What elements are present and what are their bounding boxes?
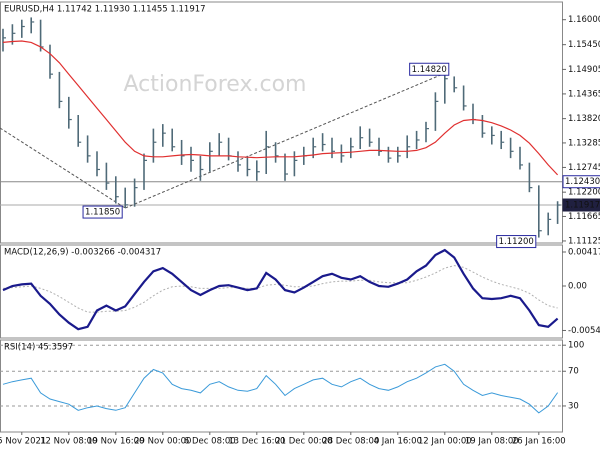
low-label-box (496, 235, 537, 249)
last-price-label-box (562, 198, 600, 212)
x-tick-label: 29 Nov 00:00 (134, 437, 191, 447)
x-tick-label: 13 Dec 16:00 (228, 437, 285, 447)
y-tick-label: 1.13285 (568, 138, 600, 148)
low-label: 1.11850 (85, 208, 120, 218)
y-tick-label: 1.12200 (568, 188, 600, 198)
y-tick-label: 1.13820 (568, 114, 600, 124)
panel-title: RSI(14) 45.3597 (4, 343, 73, 353)
y-tick-label: 30 (568, 401, 579, 411)
y-tick-label: 1.15450 (568, 40, 600, 50)
low-label-box (82, 205, 123, 219)
x-tick-label: 19 Nov 16:00 (87, 437, 144, 447)
trendline (125, 72, 445, 209)
x-tick-label: 28 Dec 08:00 (322, 437, 379, 447)
x-tick-label: 12 Jan 00:00 (418, 437, 472, 447)
y-tick-label: -0.005456 (568, 326, 600, 336)
level-label: 1.12430 (565, 177, 600, 187)
x-tick-label: 26 Jan 16:00 (512, 437, 566, 447)
x-tick-label: 6 Dec 08:00 (184, 437, 236, 447)
x-tick-label: 12 Nov 08:00 (40, 437, 97, 447)
y-tick-label: 1.11125 (568, 236, 600, 246)
level-label-box (562, 175, 600, 189)
x-tick-label: 19 Jan 08:00 (465, 437, 519, 447)
panel-frame (0, 244, 563, 339)
panel-frame (0, 1, 563, 244)
x-tick-label: 5 Nov 2021 (0, 437, 46, 447)
high-label: 1.14820 (412, 65, 447, 75)
y-tick-label: 0.00417 (568, 248, 600, 258)
rsi-line (2, 363, 559, 414)
panel-title: MACD(12,26,9) -0.003266 -0.004317 (4, 248, 161, 258)
watermark: ActionForex.com (124, 72, 307, 97)
y-tick-label: 1.16000 (568, 15, 600, 25)
macd-line (2, 248, 559, 331)
high-label-box (409, 62, 450, 76)
x-tick-label: 4 Jan 16:00 (374, 437, 422, 447)
low-label: 1.11200 (499, 237, 534, 247)
y-tick-label: 1.11665 (568, 212, 600, 222)
chart-title: EURUSD,H4 1.11742 1.11930 1.11455 1.1191… (4, 5, 206, 15)
y-tick-label: 1.12745 (568, 163, 600, 173)
y-tick-label: 70 (568, 367, 579, 377)
moving-average (2, 40, 559, 176)
panel-frame (0, 339, 563, 433)
y-tick-label: 1.14365 (568, 89, 600, 99)
x-tick-label: 21 Dec 00:00 (275, 437, 332, 447)
last-price-label: 1.11917 (565, 201, 600, 211)
y-tick-label: 0.00 (568, 281, 587, 291)
y-tick-label: 1.14905 (568, 65, 600, 75)
y-tick-label: 100 (568, 341, 584, 351)
